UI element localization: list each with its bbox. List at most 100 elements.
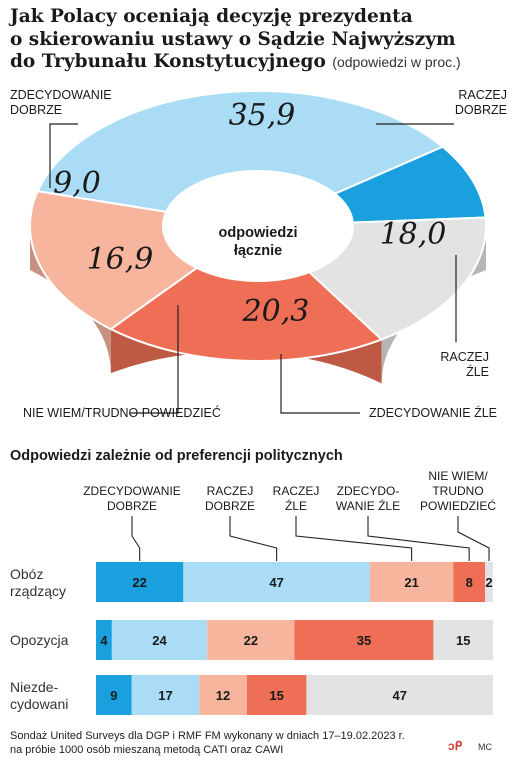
donut-value-zdecydowanie_zle: 20,3 bbox=[242, 294, 310, 329]
bar-header-raczej_dobrze-line: RACZEJ bbox=[207, 484, 254, 498]
bar-header-zdecydowanie_zle: ZDECYDO-WANIE ŹLE bbox=[336, 484, 400, 513]
bar-header-zdecydowanie_dobrze-line: ZDECYDOWANIE bbox=[83, 484, 181, 498]
bar-header-zdecydowanie_zle-line: WANIE ŹLE bbox=[336, 498, 400, 513]
bar-segment-1-raczej_dobrze bbox=[111, 620, 208, 660]
title-suffix: (odpowiedzi w proc.) bbox=[332, 54, 461, 70]
donut-label-zdecydowanie_dobrze-line: DOBRZE bbox=[10, 103, 62, 117]
bar-segment-0-nie_wiem bbox=[485, 562, 493, 602]
bar-header-raczej_zle-line: ŹLE bbox=[285, 498, 307, 513]
bar-value-2-zdecydowanie_dobrze: 9 bbox=[110, 688, 117, 703]
bar-row-label-2-line: Niezde- bbox=[10, 679, 59, 695]
bar-row-label-1-line: Opozycja bbox=[10, 632, 69, 648]
donut-chart bbox=[29, 90, 487, 384]
footer-line-2: na próbie 1000 osób mieszaną metodą CATI… bbox=[10, 744, 284, 756]
donut-label-raczej_zle: RACZEJ ŹLE bbox=[440, 350, 489, 379]
donut-value-raczej_dobrze: 35,9 bbox=[229, 98, 296, 133]
bar-header-leader-zdecydowanie_zle bbox=[367, 516, 470, 561]
donut-label-zdecydowanie_dobrze-line: ZDECYDOWANIE bbox=[10, 88, 112, 102]
title-line-3-text: do Trybunału Konstytucyjnego bbox=[10, 51, 326, 72]
bar-segment-2-nie_wiem bbox=[306, 675, 493, 715]
bar-header-raczej_dobrze-line: DOBRZE bbox=[205, 499, 255, 513]
donut-label-zdecydowanie_zle-line: ZDECYDOWANIE ŹLE bbox=[369, 405, 497, 420]
bar-segment-0-raczej_dobrze bbox=[183, 562, 370, 602]
donut-label-raczej_dobrze: RACZEJ DOBRZE bbox=[455, 88, 507, 117]
bar-value-1-raczej_dobrze: 24 bbox=[152, 633, 167, 648]
donut-label-zdecydowanie_dobrze: ZDECYDOWANIE DOBRZE bbox=[10, 88, 112, 117]
bar-header-leader-raczej_dobrze bbox=[229, 516, 278, 561]
bar-header-nie_wiem-line: POWIEDZIEĆ bbox=[420, 498, 496, 513]
bar-segment-0-raczej_zle bbox=[369, 562, 454, 602]
bar-segment-2-zdecydowanie_zle bbox=[246, 675, 307, 715]
title-line-1: Jak Polacy oceniają decyzję prezydenta bbox=[10, 6, 413, 27]
bar-chart-title: Odpowiedzi zależnie od preferencji polit… bbox=[10, 448, 343, 464]
donut-label-zdecydowanie_zle: ZDECYDOWANIE ŹLE bbox=[369, 405, 497, 420]
bar-header-raczej_dobrze: RACZEJ DOBRZE bbox=[205, 484, 255, 513]
bar-segment-2-zdecydowanie_dobrze bbox=[96, 675, 132, 715]
bar-value-1-zdecydowanie_dobrze: 4 bbox=[100, 633, 108, 648]
bar-value-0-zdecydowanie_zle: 8 bbox=[466, 575, 473, 590]
leader-line-zdecydowanie_dobrze bbox=[49, 123, 78, 188]
donut-label-nie_wiem-line: NIE WIEM/TRUDNO POWIEDZIEĆ bbox=[23, 405, 221, 420]
bar-row-label-0-line: rządzący bbox=[10, 583, 66, 599]
donut-value-zdecydowanie_dobrze: 9,0 bbox=[53, 166, 101, 201]
bar-row-label-0-line: Obóz bbox=[10, 566, 43, 582]
donut-value-raczej_zle: 18,0 bbox=[380, 217, 447, 252]
donut-label-nie_wiem: NIE WIEM/TRUDNO POWIEDZIEĆ bbox=[23, 405, 221, 420]
donut-label-raczej_zle-line: RACZEJ bbox=[440, 350, 489, 364]
bar-value-2-nie_wiem: 47 bbox=[392, 688, 406, 703]
bar-value-0-raczej_zle: 21 bbox=[404, 575, 418, 590]
bar-header-leader-zdecydowanie_dobrze bbox=[131, 516, 141, 561]
donut-label-raczej_dobrze-line: DOBRZE bbox=[455, 103, 507, 117]
donut-center-label-line: odpowiedzi bbox=[219, 225, 298, 241]
stacked-bar-chart: Odpowiedzi zależnie od preferencji polit… bbox=[10, 448, 496, 715]
footer-source: Sondaż United Surveys dla DGP i RMF FM w… bbox=[10, 729, 405, 757]
leader-line-nie_wiem bbox=[130, 305, 179, 414]
bar-value-0-zdecydowanie_dobrze: 22 bbox=[132, 575, 146, 590]
bar-segment-0-zdecydowanie_zle bbox=[453, 562, 486, 602]
donut-label-raczej_zle-line: ŹLE bbox=[466, 364, 489, 379]
bar-value-2-raczej_zle: 12 bbox=[216, 688, 230, 703]
bar-segment-2-raczej_dobrze bbox=[131, 675, 200, 715]
donut-center-label: odpowiedzi łącznie bbox=[219, 225, 298, 259]
donut-center-label-line: łącznie bbox=[234, 243, 282, 259]
bar-header-zdecydowanie_zle-line: ZDECYDO- bbox=[337, 484, 400, 498]
bar-value-2-zdecydowanie_zle: 15 bbox=[269, 688, 283, 703]
donut-value-nie_wiem: 16,9 bbox=[87, 242, 154, 277]
bar-row-label-1: Opozycja bbox=[10, 632, 69, 648]
bar-header-raczej_zle: RACZEJ ŹLE bbox=[273, 484, 320, 513]
bar-value-1-zdecydowanie_zle: 35 bbox=[357, 633, 371, 648]
bar-header-nie_wiem-line: TRUDNO bbox=[432, 484, 483, 498]
bar-row-label-2: Niezde-cydowani bbox=[10, 679, 68, 712]
bar-header-nie_wiem-line: NIE WIEM/ bbox=[428, 469, 488, 483]
bar-row-label-0: Obóz rządzący bbox=[10, 566, 66, 599]
title-line-2: o skierowaniu ustawy o Sądzie Najwyższym bbox=[10, 28, 456, 50]
bar-header-nie_wiem: NIE WIEM/TRUDNO POWIEDZIEĆ bbox=[420, 469, 496, 513]
bar-segment-0-zdecydowanie_dobrze bbox=[96, 562, 184, 602]
bar-value-0-raczej_dobrze: 47 bbox=[269, 575, 283, 590]
chart-title: Jak Polacy oceniają decyzję prezydenta o… bbox=[10, 6, 510, 74]
bar-row-label-2-line: cydowani bbox=[10, 696, 68, 712]
leader-line-zdecydowanie_zle bbox=[280, 354, 360, 414]
bar-value-1-raczej_zle: 22 bbox=[244, 633, 258, 648]
bar-segment-1-nie_wiem bbox=[433, 620, 493, 660]
bar-value-2-raczej_dobrze: 17 bbox=[158, 688, 172, 703]
bar-value-0-nie_wiem: 2 bbox=[485, 575, 492, 590]
bar-header-zdecydowanie_dobrze: ZDECYDOWANIE DOBRZE bbox=[83, 484, 181, 513]
bar-header-zdecydowanie_dobrze-line: DOBRZE bbox=[107, 499, 157, 513]
donut-label-raczej_dobrze-line: RACZEJ bbox=[458, 88, 507, 102]
brand-logo: ↄᑭ bbox=[448, 739, 463, 753]
footer-line-1: Sondaż United Surveys dla DGP i RMF FM w… bbox=[10, 730, 405, 742]
bar-header-raczej_zle-line: RACZEJ bbox=[273, 484, 320, 498]
bar-segment-2-raczej_zle bbox=[199, 675, 247, 715]
bar-header-leader-nie_wiem bbox=[457, 516, 490, 561]
author-credit: MC bbox=[478, 742, 492, 752]
donut-hole bbox=[163, 171, 353, 281]
bar-segment-1-zdecydowanie_dobrze bbox=[96, 620, 112, 660]
donut-labels: odpowiedzi łącznie 9,0 35,9 18,0 20,3 16,9 ZDEC… bbox=[10, 88, 507, 420]
bar-header-leader-raczej_zle bbox=[295, 516, 413, 561]
bar-segment-1-zdecydowanie_zle bbox=[294, 620, 434, 660]
bar-value-1-nie_wiem: 15 bbox=[456, 633, 470, 648]
title-line-3: do Trybunału Konstytucyjnego (odpowiedzi… bbox=[10, 51, 510, 74]
bar-segment-1-raczej_zle bbox=[207, 620, 295, 660]
